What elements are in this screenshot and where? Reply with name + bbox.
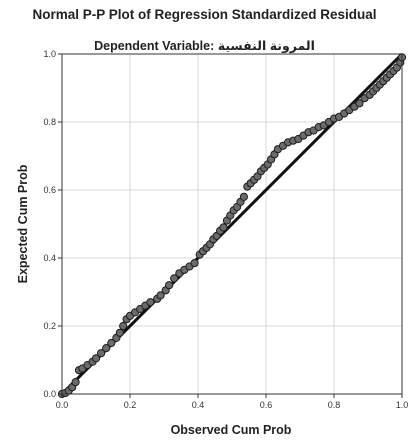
data-point [355, 99, 364, 108]
x-tick-label: 0.8 [328, 400, 341, 410]
data-point [91, 354, 101, 363]
x-axis: 0.0 0.2 0.4 0.6 0.8 1.0 [56, 394, 409, 410]
y-axis-title: Expected Cum Prob [16, 164, 30, 283]
data-point [102, 344, 111, 353]
grid [62, 54, 402, 394]
y-tick-label: 0.2 [43, 321, 56, 331]
data-point [115, 328, 124, 337]
chart-title: Normal P-P Plot of Regression Standardiz… [32, 7, 377, 22]
y-tick-label: 0.0 [43, 389, 56, 399]
data-point [97, 349, 106, 358]
data-point [119, 321, 128, 331]
data-point [156, 291, 165, 300]
y-tick-label: 0.8 [43, 117, 56, 127]
y-tick-label: 0.4 [43, 253, 56, 263]
chart-subtitle: Dependent Variable: المرونة النفسية [94, 39, 315, 53]
data-point [146, 298, 155, 307]
x-tick-label: 0.4 [192, 400, 205, 410]
x-tick-label: 0.0 [56, 400, 69, 410]
data-point [71, 378, 80, 387]
data-point [190, 259, 199, 268]
x-tick-label: 1.0 [396, 400, 409, 410]
x-tick-label: 0.6 [260, 400, 273, 410]
y-tick-label: 0.6 [43, 185, 56, 195]
y-axis: 0.0 0.2 0.4 0.6 0.8 1.0 [43, 49, 62, 399]
data-point [219, 223, 228, 232]
data-point [165, 281, 174, 290]
y-tick-label: 1.0 [43, 49, 56, 59]
x-axis-title: Observed Cum Prob [171, 423, 292, 437]
plot-frame [61, 53, 403, 395]
data-point [239, 192, 248, 201]
x-tick-label: 0.2 [124, 400, 137, 410]
data-point [107, 338, 116, 348]
data-point [170, 274, 179, 283]
